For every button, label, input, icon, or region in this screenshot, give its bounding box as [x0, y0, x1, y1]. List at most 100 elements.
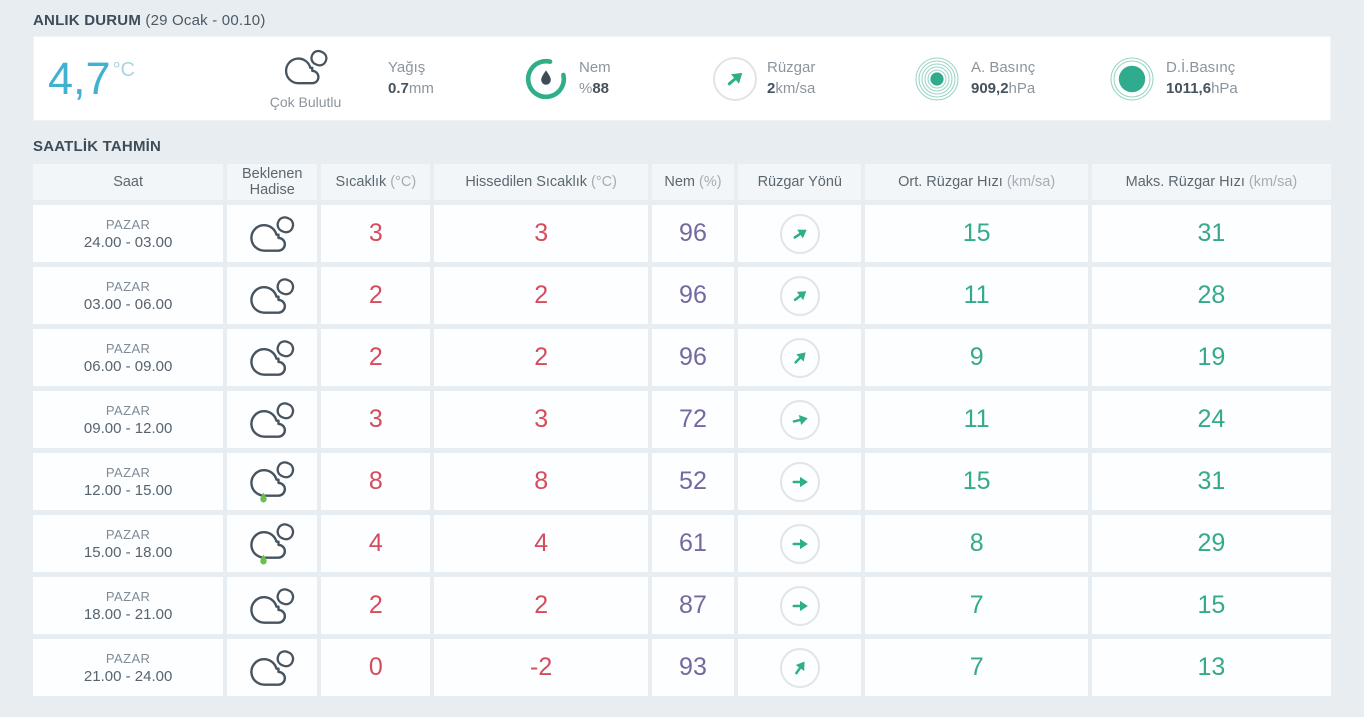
- wind-direction-cell: [738, 515, 862, 573]
- temperature-cell: 2: [321, 329, 431, 387]
- day-label: PAZAR: [105, 340, 151, 356]
- day-label: PAZAR: [105, 650, 151, 666]
- temperature-cell: 3: [321, 391, 431, 449]
- wind-direction-icon: [779, 647, 820, 688]
- page: ANLIK DURUM (29 Ocak - 00.10) 4,7 °C Çok …: [33, 0, 1331, 701]
- table-row: PAZAR 06.00 - 09.00 2 2 96 9 1: [33, 329, 1331, 387]
- table-header-row: Saat Beklenen Hadise Sıcaklık (°C) Hisse…: [33, 164, 1331, 201]
- feels-like-cell: -2: [434, 639, 648, 697]
- station-pressure-metric: A. Basınç 909,2hPa: [913, 55, 1108, 103]
- avg-wind-cell: 7: [865, 577, 1088, 635]
- max-wind-cell: 28: [1091, 267, 1331, 325]
- wind-label: Rüzgar: [767, 59, 816, 77]
- weather-cell: [227, 329, 318, 387]
- table-row: PAZAR 15.00 - 18.00 4 4 61 8 2: [33, 515, 1331, 573]
- avg-wind-cell: 11: [865, 391, 1088, 449]
- humidity-cell: 52: [651, 453, 735, 511]
- table-row: PAZAR 12.00 - 15.00 8 8 52 15: [33, 453, 1331, 511]
- weather-cell: [227, 453, 318, 511]
- wind-direction-icon: [779, 461, 820, 502]
- max-wind-cell: 24: [1091, 391, 1331, 449]
- humidity-cell: 93: [651, 639, 735, 697]
- humidity-cell: 96: [651, 205, 735, 263]
- humidity-label: Nem: [579, 59, 611, 77]
- time-range: 12.00 - 15.00: [83, 481, 173, 499]
- humidity-cell: 96: [651, 329, 735, 387]
- feels-like-cell: 2: [434, 329, 648, 387]
- wind-direction-cell: [738, 205, 862, 263]
- avg-wind-cell: 7: [865, 639, 1088, 697]
- feels-like-cell: 2: [434, 577, 648, 635]
- weather-cell: [227, 391, 318, 449]
- current-title-text: ANLIK DURUM: [33, 12, 142, 29]
- weather-cell: [227, 515, 318, 573]
- max-wind-cell: 19: [1091, 329, 1331, 387]
- station-pressure-value: 909,2: [971, 79, 1009, 97]
- condition-label: Çok Bulutlu: [269, 93, 342, 110]
- wind-value: 2: [767, 79, 776, 97]
- time-range: 03.00 - 06.00: [83, 295, 173, 313]
- clouds-icon: [227, 645, 317, 691]
- humidity-cell: 72: [651, 391, 735, 449]
- avg-wind-cell: 15: [865, 205, 1088, 263]
- temperature-cell: 2: [321, 267, 431, 325]
- wind-unit: km/sa: [775, 79, 816, 97]
- wind-direction-cell: [738, 639, 862, 697]
- station-pressure-label: A. Basınç: [971, 59, 1036, 77]
- day-label: PAZAR: [105, 464, 151, 480]
- wind-direction-cell: [738, 577, 862, 635]
- feels-like-cell: 2: [434, 267, 648, 325]
- wind-direction-icon: [779, 399, 820, 440]
- station-pressure-unit: hPa: [1008, 79, 1036, 97]
- wind-direction-icon: [779, 275, 820, 316]
- temperature-value: 4,7: [48, 53, 111, 104]
- clouds-icon: [227, 583, 317, 629]
- clouds-icon: [227, 273, 317, 319]
- humidity-prefix: %: [579, 79, 593, 97]
- col-max-wind: Maks. Rüzgar Hızı (km/sa): [1091, 164, 1331, 201]
- wind-direction-cell: [738, 329, 862, 387]
- hourly-forecast-table: Saat Beklenen Hadise Sıcaklık (°C) Hisse…: [29, 159, 1335, 701]
- humidity-cell: 61: [651, 515, 735, 573]
- humidity-cell: 96: [651, 267, 735, 325]
- avg-wind-cell: 11: [865, 267, 1088, 325]
- time-cell: PAZAR 06.00 - 09.00: [33, 329, 224, 387]
- temperature-cell: 3: [321, 205, 431, 263]
- temperature-cell: 8: [321, 453, 431, 511]
- feels-like-cell: 4: [434, 515, 648, 573]
- col-time: Saat: [33, 164, 224, 201]
- day-label: PAZAR: [105, 526, 151, 542]
- precipitation-label: Yağış: [388, 59, 426, 77]
- time-range: 15.00 - 18.00: [83, 543, 173, 561]
- wind-direction-cell: [738, 391, 862, 449]
- wind-direction-icon: [779, 337, 820, 378]
- time-range: 06.00 - 09.00: [83, 357, 173, 375]
- weather-cell: [227, 267, 318, 325]
- humidity-metric: Nem %88: [523, 56, 713, 102]
- time-cell: PAZAR 15.00 - 18.00: [33, 515, 224, 573]
- time-range: 24.00 - 03.00: [83, 233, 173, 251]
- wind-metric: Rüzgar 2km/sa: [713, 56, 913, 101]
- table-row: PAZAR 18.00 - 21.00 2 2 87 7 1: [33, 577, 1331, 635]
- sea-level-pressure-metric: D.İ.Basınç 1011,6hPa: [1108, 55, 1303, 103]
- max-wind-cell: 13: [1091, 639, 1331, 697]
- weather-cell: [227, 205, 318, 263]
- day-label: PAZAR: [105, 278, 151, 294]
- time-cell: PAZAR 18.00 - 21.00: [33, 577, 224, 635]
- clouds-rain-icon: [227, 521, 317, 567]
- time-range: 21.00 - 24.00: [83, 667, 173, 685]
- clouds-icon: [227, 211, 317, 257]
- current-condition: Çok Bulutlu: [223, 48, 388, 110]
- feels-like-cell: 3: [434, 391, 648, 449]
- sea-level-pressure-unit: hPa: [1211, 79, 1238, 97]
- time-cell: PAZAR 12.00 - 15.00: [33, 453, 224, 511]
- col-avg-wind: Ort. Rüzgar Hızı (km/sa): [865, 164, 1088, 201]
- col-feels-like: Hissedilen Sıcaklık (°C): [434, 164, 648, 201]
- max-wind-cell: 31: [1091, 453, 1331, 511]
- precipitation-value: 0.7: [388, 79, 409, 97]
- col-temperature: Sıcaklık (°C): [321, 164, 431, 201]
- current-conditions-card: 4,7 °C Çok Bulutlu Yağış 0.7mm: [33, 36, 1331, 121]
- forecast-table-body: PAZAR 24.00 - 03.00 3 3 96 15: [33, 205, 1331, 697]
- humidity-cell: 87: [651, 577, 735, 635]
- max-wind-cell: 31: [1091, 205, 1331, 263]
